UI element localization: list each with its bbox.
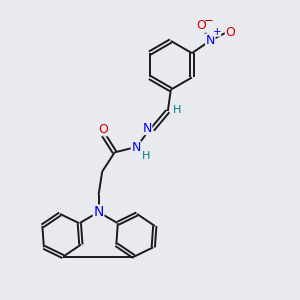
Text: O: O [225,26,235,39]
Text: O: O [98,123,108,136]
Text: N: N [131,141,141,154]
Text: N: N [142,122,152,134]
Text: N: N [93,205,104,219]
Text: −: − [204,14,214,27]
Text: +: + [213,27,221,37]
Text: H: H [142,151,151,161]
Text: H: H [173,105,182,115]
Text: O: O [196,19,206,32]
Text: N: N [206,34,215,47]
